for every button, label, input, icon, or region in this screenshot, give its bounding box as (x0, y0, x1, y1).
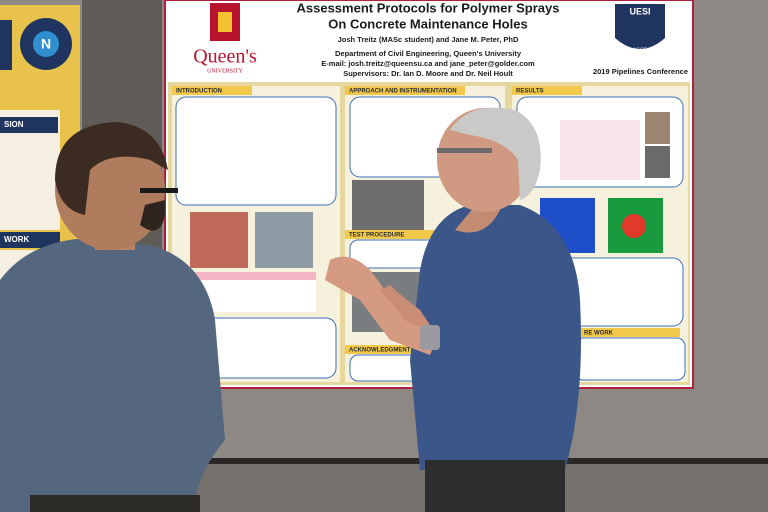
student-shirt (0, 238, 225, 512)
section-header (172, 86, 252, 95)
poster-supervisors: Supervisors: Dr. Ian D. Moore and Dr. Ne… (343, 69, 513, 78)
rail (0, 458, 768, 464)
table-header (186, 272, 316, 280)
section-header (512, 86, 582, 95)
section-title: APPROACH AND INSTRUMENTATION (349, 89, 457, 95)
professor-glasses (437, 148, 492, 153)
section-title: ACKNOWLEDGMENTS (349, 348, 414, 354)
poster-title: On Concrete Maintenance Holes (328, 16, 527, 31)
student-hair (55, 122, 168, 215)
professor-arm (325, 256, 440, 355)
left-logo-inner (33, 31, 59, 57)
text-box (574, 337, 686, 381)
student-glasses (140, 188, 178, 193)
professor-hand (380, 285, 430, 327)
uesi-logo-sub: ASCE (633, 47, 647, 53)
professor-watch (420, 325, 440, 350)
left-logo-letter: N (41, 36, 51, 52)
sample-photo (190, 212, 248, 268)
lab-photo (352, 180, 424, 230)
left-heading: SION (4, 120, 24, 129)
section-header (580, 328, 680, 337)
section-header (345, 345, 445, 354)
left-heading: WORK (4, 235, 30, 244)
section-title: RESULTS (516, 89, 544, 95)
section-header (345, 230, 445, 239)
results-photo (645, 146, 670, 178)
professor-trousers (425, 460, 565, 512)
student-belt (30, 495, 200, 512)
left-logo-block (0, 20, 12, 70)
poster-conference: 2019 Pipelines Conference (593, 67, 688, 76)
person-professor (325, 107, 581, 512)
poster-title: Assessment Protocols for Polymer Sprays (297, 0, 560, 15)
queens-logo: Queen's (193, 46, 257, 68)
poster-email: E-mail: josh.treitz@queensu.ca and jane_… (321, 59, 535, 68)
poster-authors: Josh Treitz (MASc student) and Jane M. P… (338, 35, 519, 44)
queens-crest-inner (218, 12, 232, 32)
person-student (0, 122, 225, 512)
section-title: TEST PROCEDURE (349, 233, 404, 239)
heatmap-spot (622, 214, 646, 238)
student-beard (140, 200, 165, 231)
queens-logo-sub: UNIVERSITY (207, 68, 244, 74)
results-table (560, 120, 640, 180)
professor-hair (450, 107, 541, 200)
section-title: RE WORK (584, 331, 614, 337)
section-header (345, 86, 465, 95)
uesi-logo (615, 4, 665, 49)
uesi-logo-text: UESI (629, 6, 650, 16)
professor-shirt (410, 205, 581, 470)
section-title: INTRODUCTION (176, 89, 222, 95)
left-header (0, 117, 58, 133)
poster-department: Department of Civil Engineering, Queen's… (335, 49, 522, 58)
sample-photo (255, 212, 313, 268)
left-header (0, 232, 60, 248)
results-photo (645, 112, 670, 144)
text-box (175, 96, 337, 206)
